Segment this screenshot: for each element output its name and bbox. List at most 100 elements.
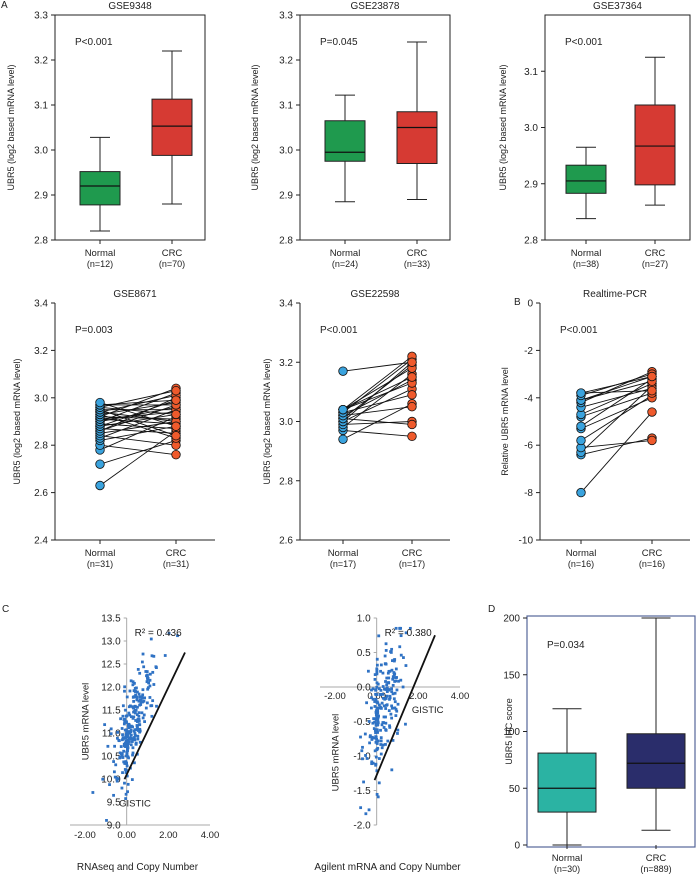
scatter-point [133,681,136,685]
r-squared-label: R² = 0.436 [135,628,182,639]
scatter-point [375,728,379,732]
scatter-point [134,719,138,722]
p-value: P<0.001 [320,325,358,336]
scatter-point [133,738,137,742]
scatter-point [137,719,141,723]
scatter-point [122,749,126,753]
chart-title: GSE8671 [113,289,157,300]
scatter-point [388,725,392,729]
scatter-point [362,780,365,784]
normal-point [95,480,105,491]
scatter-point [373,700,377,703]
scatter-point [115,776,119,780]
scatter-point [149,637,153,641]
y-tick-label: 3.0 [34,146,48,157]
count-label: (n=16) [568,559,594,569]
count-label: (n=27) [642,259,668,269]
normal-point [338,404,348,415]
scatter-point [375,693,378,697]
chart-title: GSE9348 [108,1,152,12]
scatter-point [124,708,127,712]
category-label: CRC [646,853,667,864]
scatter-point [393,691,397,695]
scatter-point [136,705,139,709]
scatter-point [119,745,123,748]
scatter-point [381,743,385,747]
scatter-point [384,649,388,652]
scatter-point [375,681,379,685]
scatter-point [112,770,116,774]
scatter-point [119,717,123,721]
scatter-point [127,705,131,709]
scatter-point [151,699,155,703]
scatter-point [144,670,148,673]
scatter-point [140,711,144,715]
chart-title: Agilent mRNA and Copy Number [314,862,461,873]
scatter-point [108,783,111,787]
y-axis-label: UBR5 (log2 based mRNA level) [262,358,272,484]
y-tick-label: 12.0 [101,683,121,694]
scatter-point [141,716,145,720]
scatter-point [381,696,385,700]
scatter-point [91,791,95,794]
scatter-point [361,757,364,761]
scatter-point [128,740,131,743]
scatter-point [123,742,127,745]
scatter-point [132,710,135,714]
scatter-point [129,736,133,740]
normal-point [576,388,586,398]
scatter-point [135,713,139,717]
panel-letter: D [488,604,495,615]
y-axis-label: UBR5 (log2 based mRNA level) [12,358,22,484]
box-normal [79,171,121,206]
pair-line [580,440,653,449]
scatter-point [384,728,388,732]
scatter-point [125,747,129,751]
pair-line [580,437,653,456]
scatter-point [140,660,144,664]
scatter-point [144,706,148,710]
p-value: P=0.045 [320,37,358,48]
scatter-point [133,732,137,735]
pair-line [580,392,653,418]
scatter-point [376,715,380,719]
y-tick-label: 2.8 [34,441,48,452]
y-tick-label: 3.0 [34,393,48,404]
scatter-point [109,732,113,736]
scatter-point [388,669,392,673]
scatter-point [373,717,377,721]
scatter-point [123,689,126,693]
scatter-point [139,699,143,703]
scatter-point [126,782,130,786]
pair-line [580,383,653,415]
y-tick-label: 2.9 [279,191,293,202]
box-crc [151,98,193,156]
y-tick-label: 3.0 [279,146,293,157]
scatter-point [112,793,115,797]
scatter-point [138,723,142,727]
pair-line [342,388,413,422]
scatter-point [370,738,374,741]
scatter-point [121,704,125,708]
scatter-point [148,696,152,699]
crc-point [407,390,417,400]
scatter-point [367,720,371,723]
scatter-point [376,721,380,725]
scatter-point [375,717,379,721]
scatter-point [395,688,399,692]
category-label: Normal [552,853,583,864]
pair-line [99,425,177,441]
y-axis-label: UBR5 IHC score [504,698,514,765]
scatter-point [391,738,395,742]
chart-title: GSE22598 [351,289,400,300]
scatter-point [124,720,128,724]
scatter-point [150,654,154,658]
scatter-point [393,706,397,710]
x-axis-label: GISTIC [412,705,444,716]
scatter-point [375,769,379,773]
scatter-point [384,680,387,683]
normal-point [95,459,105,469]
y-tick-label: 200 [503,614,520,625]
pair-line [99,435,177,446]
